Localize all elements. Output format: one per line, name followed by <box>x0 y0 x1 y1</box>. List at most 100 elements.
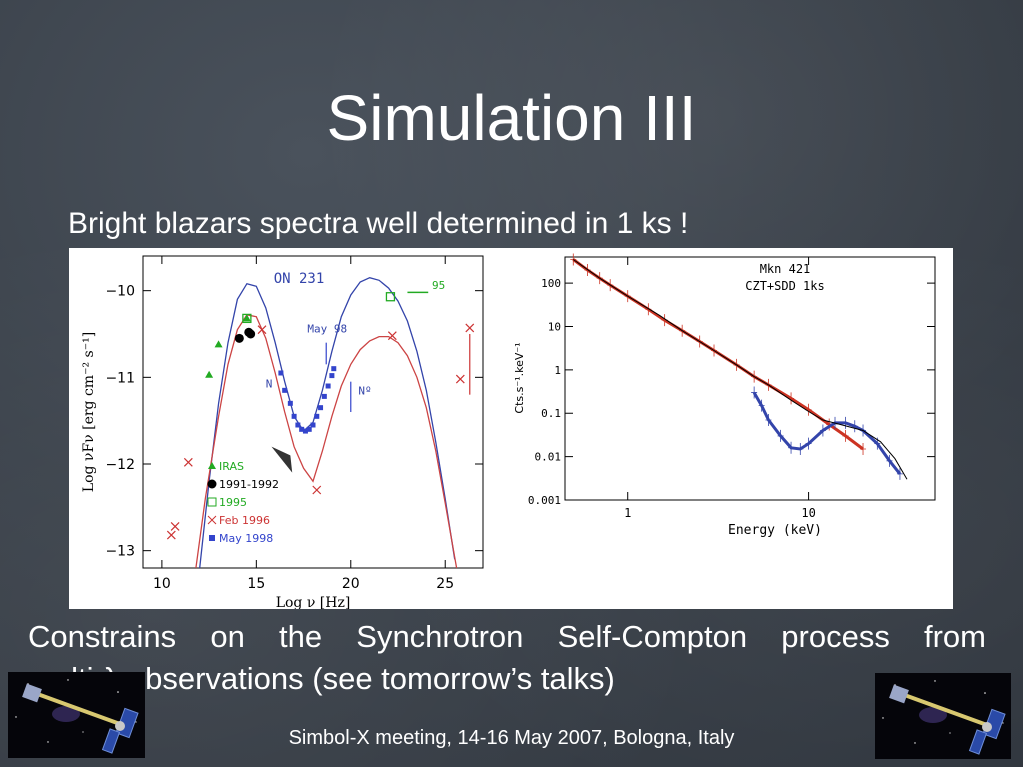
sed-data-point <box>242 313 252 324</box>
sed-chart: 10 15 20 25 −10 −11 −12 −13 ON 231 Log νFν [erg… <box>81 255 484 609</box>
sed-x-tick-label: 20 <box>342 576 360 592</box>
sed-model-curve <box>195 314 458 569</box>
mkn421-error-bar <box>842 429 849 442</box>
sed-x-tick-label: 15 <box>247 576 265 592</box>
sed-data-point <box>287 400 293 406</box>
body-text: Constrains on the Synchrotron Self-Compt… <box>28 616 986 700</box>
sed-legend-label: Feb 1996 <box>219 514 270 527</box>
sed-data-point <box>278 370 284 376</box>
mkn421-error-bar <box>842 416 849 429</box>
mkn421-error-bar <box>751 386 758 399</box>
sed-data-point <box>455 374 465 384</box>
mkn421-error-bar <box>758 399 765 412</box>
sed-legend-marker <box>207 497 217 507</box>
sed-bowtie <box>271 446 293 473</box>
slide-title: Simulation III <box>326 82 697 154</box>
mkn421-y-tick-label: 0.001 <box>528 494 561 507</box>
footer-text: Simbol-X meeting, 14-16 May 2007, Bologn… <box>288 727 735 749</box>
sed-annotation: Nº <box>358 385 371 398</box>
mkn421-error-bar <box>797 442 804 455</box>
sed-data-point <box>246 329 256 339</box>
mkn421-y-tick-label: 1 <box>554 364 561 377</box>
sed-data-point <box>257 325 267 335</box>
sed-data-point <box>312 485 322 495</box>
sed-annotation: N <box>266 378 273 391</box>
mkn421-error-bar <box>788 441 795 454</box>
sed-data-point <box>214 340 223 348</box>
sed-data-point <box>242 314 251 322</box>
sed-data-point <box>166 530 176 540</box>
mkn421-error-bar <box>819 424 826 437</box>
sed-data-point <box>310 422 316 428</box>
sed-y-tick-label: −10 <box>105 284 135 300</box>
sed-data-point <box>183 457 193 467</box>
sed-x-tick-label: 10 <box>153 576 171 592</box>
satellite-icon <box>875 673 1011 759</box>
sed-legend-marker <box>209 535 215 541</box>
sed-data-point <box>299 426 305 432</box>
mkn421-y-tick-label: 0.1 <box>541 407 561 420</box>
mkn421-error-bar <box>805 437 812 450</box>
sed-annotation: May 98 <box>307 322 347 335</box>
mkn421-chart: 1 10 100 10 1 0.1 0.01 0.001 Mkn 421 CZT+SDD 1k… <box>513 253 936 538</box>
sed-data-point <box>314 413 320 419</box>
sed-data-point <box>302 428 308 434</box>
sed-legend-marker <box>207 479 217 489</box>
sed-data-point <box>170 521 180 531</box>
mkn421-error-bar <box>886 454 893 467</box>
mkn421-y-tick-label: 10 <box>548 320 561 333</box>
mkn421-plot-frame <box>564 256 936 501</box>
mkn421-error-bar <box>851 420 858 433</box>
mkn421-title: Mkn 421 <box>760 262 811 276</box>
sed-y-tick-label: −13 <box>105 544 135 560</box>
sed-annotation: 95 <box>432 279 445 292</box>
satellite-icon <box>8 672 145 758</box>
sed-y-axis-label: Log νFν [erg cm⁻² s⁻¹] <box>81 332 97 492</box>
mkn421-error-bar <box>777 429 784 442</box>
mkn421-x-tick-label: 10 <box>801 506 815 520</box>
mkn421-y-tick-label: 0.01 <box>535 451 562 464</box>
sed-data-point <box>465 323 475 333</box>
sed-data-point <box>282 387 288 393</box>
sed-legend-label: 1991-1992 <box>219 478 279 491</box>
sed-data-point <box>306 426 312 432</box>
sed-model-curve <box>199 277 456 569</box>
sed-data-point <box>295 422 301 428</box>
sed-legend-label: May 1998 <box>219 532 273 545</box>
body-line-1: Constrains on the Synchrotron Self-Compt… <box>28 619 986 654</box>
sed-data-point <box>325 383 331 389</box>
sed-x-axis-label: Log ν [Hz] <box>276 595 351 609</box>
mkn421-series-line <box>752 391 902 475</box>
sed-data-point <box>205 370 214 378</box>
mkn421-error-bar <box>645 303 652 316</box>
sed-title: ON 231 <box>274 271 325 287</box>
sed-legend-label: IRAS <box>219 460 244 473</box>
sed-data-point <box>387 331 397 341</box>
sed-data-point <box>291 413 297 419</box>
slide-subtitle: Bright blazars spectra well determined i… <box>68 207 689 240</box>
sed-data-point <box>385 292 396 302</box>
mkn421-x-axis-label: Energy (keV) <box>728 523 822 538</box>
sed-y-tick-label: −11 <box>105 370 135 386</box>
sed-legend-marker <box>207 515 217 525</box>
sed-data-point <box>234 333 244 343</box>
mkn421-error-bar <box>896 467 903 480</box>
mkn421-error-bar <box>765 413 772 426</box>
sed-data-point <box>331 366 337 372</box>
sed-data-point <box>321 393 327 399</box>
mkn421-x-tick-label: 1 <box>624 506 631 520</box>
body-line-2: multi-λ observations (see tomorrow’s tal… <box>28 661 615 696</box>
sed-x-tick-label: 25 <box>436 576 454 592</box>
sed-plot-frame <box>142 255 484 569</box>
sed-legend-label: 1995 <box>219 496 247 509</box>
mkn421-subtitle: CZT+SDD 1ks <box>745 279 824 293</box>
sed-legend-marker <box>208 462 216 469</box>
sed-data-point <box>329 373 335 379</box>
sed-data-point <box>318 405 324 411</box>
mkn421-error-bar <box>860 442 867 455</box>
figure-panel: 10 15 20 25 −10 −11 −12 −13 ON 231 Log νFν [erg… <box>69 248 953 609</box>
mkn421-y-axis-label: Cts.s⁻¹.keV⁻¹ <box>513 342 526 413</box>
mkn421-series-line <box>573 259 908 480</box>
mkn421-y-tick-label: 100 <box>541 277 561 290</box>
mkn421-error-bar <box>570 253 577 266</box>
